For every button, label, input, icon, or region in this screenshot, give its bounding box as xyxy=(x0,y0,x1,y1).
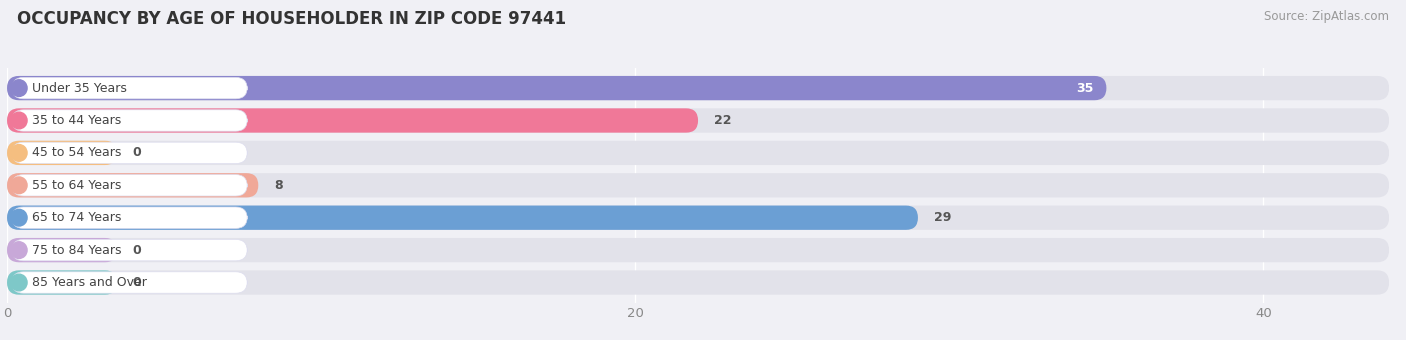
Text: 85 Years and Over: 85 Years and Over xyxy=(32,276,146,289)
FancyBboxPatch shape xyxy=(7,238,1389,262)
Circle shape xyxy=(11,144,27,161)
Circle shape xyxy=(11,112,27,129)
Circle shape xyxy=(11,177,27,194)
Text: 55 to 64 Years: 55 to 64 Years xyxy=(32,179,121,192)
Text: Under 35 Years: Under 35 Years xyxy=(32,82,127,95)
FancyBboxPatch shape xyxy=(11,110,247,131)
FancyBboxPatch shape xyxy=(7,141,117,165)
Text: 45 to 54 Years: 45 to 54 Years xyxy=(32,147,121,159)
Text: Source: ZipAtlas.com: Source: ZipAtlas.com xyxy=(1264,10,1389,23)
Text: 35 to 44 Years: 35 to 44 Years xyxy=(32,114,121,127)
FancyBboxPatch shape xyxy=(7,76,1107,100)
FancyBboxPatch shape xyxy=(11,175,247,196)
FancyBboxPatch shape xyxy=(11,78,247,99)
Circle shape xyxy=(11,209,27,226)
Text: 0: 0 xyxy=(132,276,142,289)
FancyBboxPatch shape xyxy=(7,270,117,295)
Circle shape xyxy=(11,242,27,258)
Text: 0: 0 xyxy=(132,243,142,257)
Text: 8: 8 xyxy=(274,179,283,192)
Circle shape xyxy=(11,274,27,291)
FancyBboxPatch shape xyxy=(7,108,1389,133)
FancyBboxPatch shape xyxy=(11,207,247,228)
FancyBboxPatch shape xyxy=(7,238,117,262)
FancyBboxPatch shape xyxy=(7,206,1389,230)
FancyBboxPatch shape xyxy=(7,206,918,230)
FancyBboxPatch shape xyxy=(7,76,1389,100)
Circle shape xyxy=(11,80,27,97)
Text: 35: 35 xyxy=(1077,82,1094,95)
FancyBboxPatch shape xyxy=(7,173,1389,198)
FancyBboxPatch shape xyxy=(11,239,247,261)
FancyBboxPatch shape xyxy=(7,108,697,133)
Text: 29: 29 xyxy=(934,211,950,224)
Text: 0: 0 xyxy=(132,147,142,159)
FancyBboxPatch shape xyxy=(11,142,247,164)
FancyBboxPatch shape xyxy=(11,272,247,293)
Text: 22: 22 xyxy=(714,114,731,127)
FancyBboxPatch shape xyxy=(7,173,259,198)
FancyBboxPatch shape xyxy=(7,270,1389,295)
FancyBboxPatch shape xyxy=(7,141,1389,165)
Text: 75 to 84 Years: 75 to 84 Years xyxy=(32,243,121,257)
Text: 65 to 74 Years: 65 to 74 Years xyxy=(32,211,121,224)
Text: OCCUPANCY BY AGE OF HOUSEHOLDER IN ZIP CODE 97441: OCCUPANCY BY AGE OF HOUSEHOLDER IN ZIP C… xyxy=(17,10,567,28)
